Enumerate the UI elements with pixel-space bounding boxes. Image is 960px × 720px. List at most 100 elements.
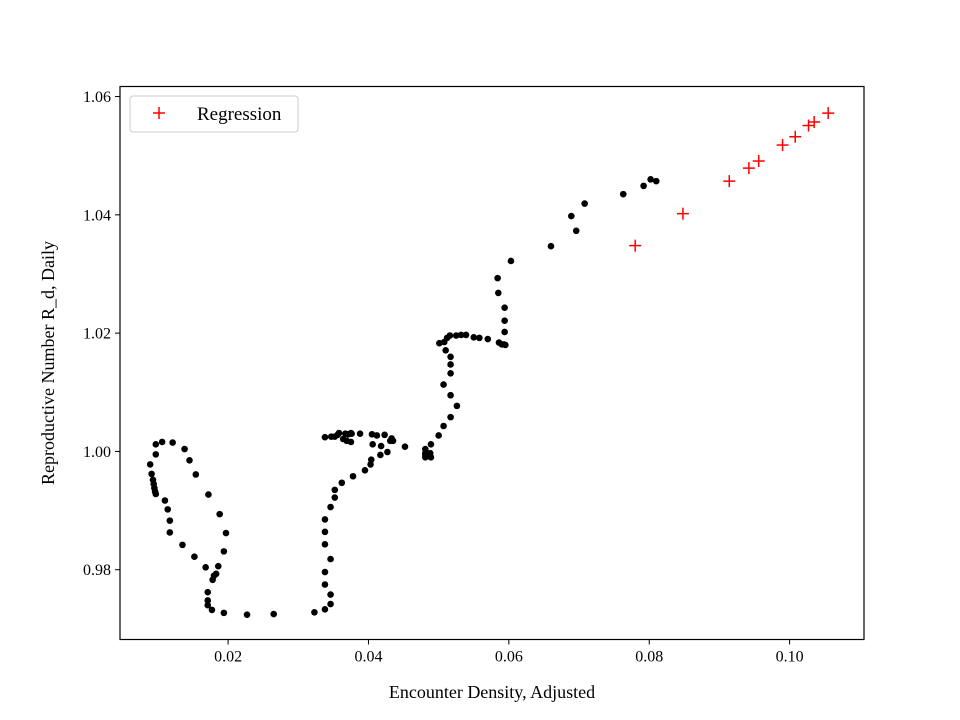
observed-point [220,548,228,555]
observed-point [457,331,465,339]
observed-point [384,448,391,456]
observed-point [453,402,461,410]
observed-point [321,516,329,523]
observed-point [166,517,174,524]
y-tick-label: 1.06 [83,89,111,106]
observed-point [214,562,222,570]
observed-point [547,242,555,250]
observed-point [204,597,212,604]
observed-point [204,601,212,609]
observed-point [179,541,186,549]
observed-point [501,328,508,336]
observed-point [338,479,346,487]
observed-point [331,494,339,501]
observed-point [311,608,318,616]
observed-point [270,610,278,618]
observed-point [501,304,508,312]
observed-point [377,451,384,459]
observed-point [148,470,155,478]
observed-point [152,441,160,448]
x-tick-label: 0.06 [495,649,523,666]
observed-point [427,441,435,448]
observed-point [373,432,381,439]
regression-point [629,239,642,252]
observed-point [204,588,212,596]
observed-point [447,391,454,399]
observed-point [377,442,385,450]
regression-point [789,130,802,143]
legend-box [129,95,299,133]
observed-point [446,332,454,339]
x-axis: 0.02 0.04 0.06 0.08 0.10 [214,639,804,666]
x-tick-label: 0.08 [635,649,663,666]
y-axis: 0.98 1.00 1.02 1.04 1.06 [83,89,120,579]
observed-point [502,341,509,349]
regression-point [742,162,755,175]
observed-point [447,361,454,368]
y-axis-label: Reproductive Number R_d, Daily [38,241,58,485]
observed-point [495,289,502,297]
observed-point [652,177,660,185]
observed-point [321,581,329,588]
x-tick-label: 0.02 [214,649,242,666]
observed-point [572,227,580,235]
observed-point [202,564,209,571]
observed-point [348,430,355,437]
observed-point [427,454,435,461]
observed-point [568,212,575,220]
observed-point [222,529,230,537]
observed-point [205,491,212,498]
legend: Regression [129,95,299,133]
x-tick-label: 0.04 [354,649,382,666]
observed-point [158,438,166,446]
observed-point [327,555,334,563]
observed-point [349,472,357,480]
regression-point [676,207,689,220]
observed-point [331,486,339,494]
observed-point [192,471,200,478]
observed-point [452,332,460,339]
observed-point [152,451,160,458]
observed-point [356,430,364,437]
observed-point [647,176,654,183]
observed-point [208,606,216,614]
y-tick-label: 1.00 [83,444,111,461]
observed-point [220,609,228,617]
observed-point [347,438,355,446]
observed-point [381,431,388,439]
observed-point [389,437,397,445]
observed-point [581,200,588,207]
observed-point [462,331,470,339]
observed-point [166,529,174,536]
x-tick-label: 0.10 [776,649,804,666]
observed-point [367,456,375,464]
data-points [146,107,835,618]
observed-point [501,317,508,325]
observed-point [484,335,492,343]
observed-point [640,182,647,190]
observed-point [186,456,193,464]
y-tick-label: 0.98 [83,562,111,579]
observed-point [321,528,329,536]
y-tick-label: 1.02 [83,326,111,343]
legend-plus-icon [153,107,165,119]
regression-point [723,175,736,188]
observed-point [169,439,176,446]
x-axis-label: Encounter Density, Adjusted [389,682,595,702]
observed-point [369,441,376,448]
observed-point [321,540,329,548]
observed-point [161,497,169,504]
observed-point [440,381,447,388]
observed-point [401,443,409,450]
observed-point [152,490,160,498]
regression-point [808,115,821,128]
observed-point [619,190,627,198]
observed-point [507,257,515,265]
observed-point [476,334,483,342]
observed-point [361,467,369,474]
observed-point [335,429,343,437]
observed-point [327,591,334,598]
regression-point [822,107,835,120]
regression-point [752,155,765,168]
observed-point [447,353,454,361]
